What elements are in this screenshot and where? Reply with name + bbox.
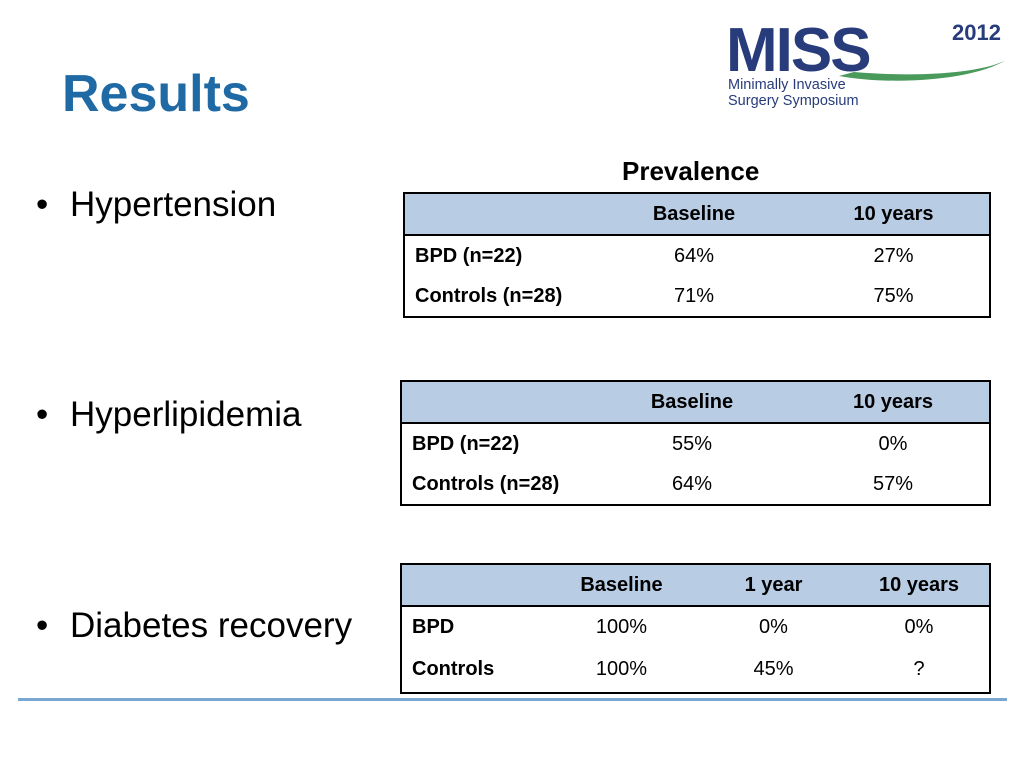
hypertension-table: Baseline 10 years BPD (n=22) 64% 27% Con…: [403, 192, 991, 318]
logo-subtitle-line1: Minimally Invasive: [728, 77, 846, 93]
table-row: Controls (n=28) 71% 75%: [404, 276, 990, 317]
table-cell: 45%: [753, 658, 794, 680]
hyperlipidemia-table: Baseline 10 years BPD (n=22) 55% 0% Cont…: [400, 380, 991, 506]
bullet-dot: •: [36, 606, 49, 645]
table-cell: 57%: [872, 472, 914, 495]
row-label: BPD: [412, 615, 455, 638]
logo-swoosh-icon: [839, 60, 1006, 81]
table-cell: 100%: [595, 658, 648, 680]
header-cell: [401, 381, 587, 424]
table-row: BPD (n=22) 55% 0%: [401, 423, 990, 464]
header-cell: 10 years: [798, 193, 990, 236]
logo-subtitle-line2: Surgery Symposium: [728, 93, 859, 109]
prevalence-heading: Prevalence: [622, 156, 760, 186]
bullet-dot: •: [36, 395, 49, 434]
table-cell: 0%: [878, 432, 908, 455]
diabetes-recovery-table: Baseline 1 year 10 years BPD 100% 0% 0% …: [400, 563, 991, 694]
header-cell: 10 years: [797, 381, 990, 424]
header-cell: 1 year: [698, 564, 849, 607]
table-cell: 55%: [671, 432, 713, 455]
header-cell: Baseline: [587, 381, 797, 424]
bullet-text: Hyperlipidemia: [70, 395, 302, 434]
row-label: Controls: [412, 658, 495, 680]
table-cell: 64%: [673, 244, 715, 267]
table-cell: 27%: [873, 244, 914, 267]
bullet-diabetes-recovery: • Diabetes recovery: [36, 606, 352, 646]
table-cell: 75%: [873, 284, 914, 307]
row-label: BPD (n=22): [415, 244, 523, 267]
table-cell: 0%: [759, 615, 788, 638]
table-header-row: Baseline 10 years: [404, 193, 990, 236]
table-cell: 64%: [671, 472, 713, 495]
table-cell: 71%: [673, 284, 715, 307]
table-row: BPD (n=22) 64% 27%: [404, 235, 990, 276]
table-header-row: Baseline 10 years: [401, 381, 990, 424]
table-row: Controls (n=28) 64% 57%: [401, 464, 990, 505]
table-cell: ?: [913, 658, 925, 680]
row-label: BPD (n=22): [412, 432, 520, 455]
miss-2012-logo: MISS 2012 Minimally Invasive Surgery Sym…: [724, 20, 1014, 115]
bullet-text: Diabetes recovery: [70, 606, 353, 645]
table-row: Controls 100% 45% ?: [401, 647, 990, 693]
header-cell: [401, 564, 545, 607]
logo-year: 2012: [952, 20, 1001, 45]
header-cell: 10 years: [849, 564, 990, 607]
bullet-hyperlipidemia: • Hyperlipidemia: [36, 395, 301, 435]
header-cell: Baseline: [590, 193, 798, 236]
footer-divider: [18, 698, 1007, 701]
table-cell: 0%: [904, 615, 934, 638]
slide-title: Results: [62, 65, 250, 123]
header-cell: Baseline: [545, 564, 698, 607]
table-row: BPD 100% 0% 0%: [401, 606, 990, 647]
table-header-row: Baseline 1 year 10 years: [401, 564, 990, 607]
bullet-dot: •: [36, 185, 49, 224]
row-label: Controls (n=28): [412, 472, 560, 495]
header-cell: [404, 193, 590, 236]
table-cell: 100%: [595, 615, 648, 638]
bullet-hypertension: • Hypertension: [36, 185, 276, 225]
row-label: Controls (n=28): [415, 284, 563, 307]
bullet-text: Hypertension: [70, 185, 277, 224]
logo-main-text: MISS: [726, 16, 872, 85]
